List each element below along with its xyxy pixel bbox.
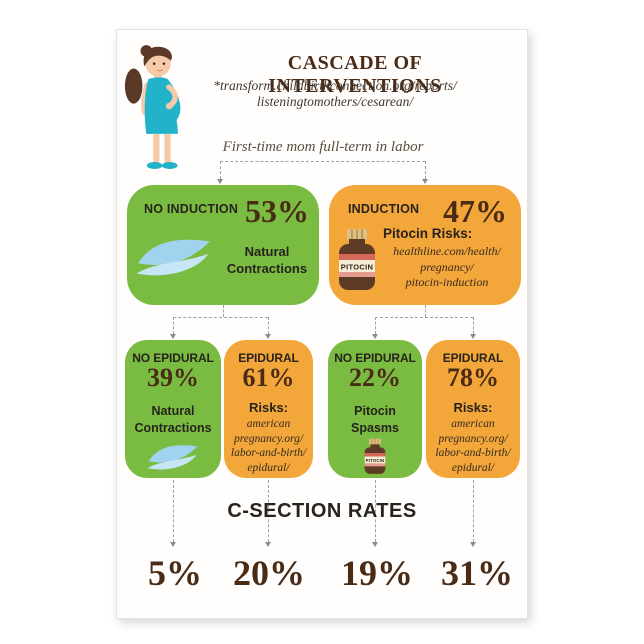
pitocin-bottle-icon: PITOCIN bbox=[364, 438, 386, 474]
source-url: *transform.childbirthconnection.org/repo… bbox=[179, 78, 491, 110]
arrowhead-icon bbox=[372, 542, 378, 547]
no-induction-box: NO INDUCTION 53% Natural Contractions bbox=[127, 185, 319, 305]
infographic-card: CASCADE OF INTERVENTIONS *transform.chil… bbox=[116, 29, 528, 619]
epidural-left-risks-title: Risks: bbox=[248, 400, 289, 415]
induction-label: INDUCTION bbox=[348, 202, 420, 216]
connector-rate3 bbox=[375, 480, 376, 542]
caption-line: Contractions bbox=[134, 421, 212, 435]
risk-link-line: american bbox=[451, 418, 495, 430]
epidural-left-value: 61% bbox=[242, 363, 295, 392]
arrowhead-icon bbox=[372, 334, 378, 339]
csection-rate-3: 19% bbox=[341, 553, 413, 593]
wave-icon bbox=[136, 239, 210, 276]
csection-rates-title: C-SECTION RATES bbox=[227, 500, 417, 522]
arrowhead-icon bbox=[422, 179, 428, 184]
csection-rate-2: 20% bbox=[233, 553, 305, 593]
risk-link-line: epidural/ bbox=[247, 461, 290, 474]
arrowhead-icon bbox=[470, 542, 476, 547]
pregnant-woman-illustration bbox=[124, 45, 181, 170]
connector-rate1 bbox=[173, 480, 174, 542]
induction-risk-links: healthline.com/health/ pregnancy/ pitoci… bbox=[379, 244, 515, 291]
induction-box: INDUCTION 47% PITOCIN Pitocin Risks: hea… bbox=[329, 185, 521, 305]
no-epidural-right-label: NO EPIDURAL bbox=[334, 351, 416, 365]
caption-line: Natural bbox=[151, 404, 195, 418]
connector-top-horizontal bbox=[220, 161, 425, 162]
connector-left-branch1 bbox=[173, 317, 174, 334]
bottle-label: PITOCIN bbox=[366, 458, 385, 463]
source-url-line2: listeningtomothers/cesarean/ bbox=[256, 94, 414, 109]
risk-link-line: labor-and-birth/ bbox=[435, 447, 511, 459]
connector-right-branch1 bbox=[375, 317, 376, 334]
csection-rate-1: 5% bbox=[148, 553, 202, 593]
source-url-line1: *transform.childbirthconnection.org/repo… bbox=[213, 78, 457, 93]
arrowhead-icon bbox=[170, 542, 176, 547]
caption-line: Contractions bbox=[226, 261, 308, 276]
epidural-right-risks-title: Risks: bbox=[453, 400, 493, 415]
risk-link-line: pregnancy/ bbox=[420, 259, 474, 274]
epidural-left-label: EPIDURAL bbox=[238, 351, 299, 365]
no-epidural-left-value: 39% bbox=[147, 363, 199, 392]
epidural-left-risk-links: american pregnancy.org/ labor-and-birth/… bbox=[224, 417, 313, 475]
no-epidural-left-caption: Natural Contractions bbox=[125, 403, 221, 437]
risk-link-line: american bbox=[246, 418, 291, 430]
connector-right-branch2 bbox=[473, 317, 474, 334]
caption-line: Pitocin bbox=[354, 404, 396, 418]
csection-rate-4: 31% bbox=[441, 553, 513, 593]
connector-right-horizontal bbox=[375, 317, 473, 318]
connector-left-horizontal bbox=[173, 317, 268, 318]
epidural-right-value: 78% bbox=[447, 363, 499, 392]
no-induction-label: NO INDUCTION bbox=[144, 202, 239, 216]
no-induction-caption: Natural Contractions bbox=[219, 243, 315, 277]
connector-rate4 bbox=[473, 480, 474, 542]
wave-icon bbox=[147, 445, 198, 470]
caption-line: Natural bbox=[244, 244, 290, 259]
pitocin-bottle-icon: PITOCIN bbox=[339, 229, 375, 290]
arrowhead-icon bbox=[470, 334, 476, 339]
epidural-left-box: EPIDURAL 61% Risks: american pregnancy.o… bbox=[224, 340, 313, 478]
arrowhead-icon bbox=[265, 542, 271, 547]
connector-right-stub bbox=[425, 305, 426, 317]
no-epidural-left-box: NO EPIDURAL 39% Natural Contractions bbox=[125, 340, 221, 478]
page-title: CASCADE OF INTERVENTIONS bbox=[268, 52, 442, 97]
arrowhead-icon bbox=[265, 334, 271, 339]
risk-link-line: pregnancy.org/ bbox=[438, 432, 508, 445]
no-epidural-right-box: NO EPIDURAL 22% Pitocin Spasms PITOCIN bbox=[328, 340, 422, 478]
arrowhead-icon bbox=[217, 179, 223, 184]
no-epidural-right-caption: Pitocin Spasms bbox=[328, 403, 422, 437]
intro-label: First-time mom full-term in labor bbox=[222, 139, 424, 155]
risk-link-line: epidural/ bbox=[451, 461, 495, 474]
epidural-right-box: EPIDURAL 78% Risks: american pregnancy.o… bbox=[426, 340, 520, 478]
risk-link-line: labor-and-birth/ bbox=[230, 447, 307, 459]
connector-left-branch2 bbox=[268, 317, 269, 334]
epidural-right-risk-links: american pregnancy.org/ labor-and-birth/… bbox=[426, 417, 520, 475]
risk-link-line: pregnancy.org/ bbox=[233, 432, 304, 445]
connector-top-right-vertical bbox=[425, 161, 426, 179]
connector-left-stub bbox=[223, 305, 224, 317]
no-induction-value: 53% bbox=[245, 193, 309, 229]
arrowhead-icon bbox=[170, 334, 176, 339]
induction-risks-title: Pitocin Risks: bbox=[383, 226, 473, 241]
no-epidural-right-value: 22% bbox=[349, 363, 401, 392]
risk-link-line: healthline.com/health/ bbox=[393, 244, 501, 258]
induction-value: 47% bbox=[443, 193, 507, 229]
caption-line: Spasms bbox=[351, 421, 399, 435]
bottle-label: PITOCIN bbox=[341, 263, 373, 272]
epidural-right-label: EPIDURAL bbox=[442, 351, 504, 365]
connector-top-left-vertical bbox=[220, 161, 221, 179]
connector-rate2 bbox=[268, 480, 269, 542]
no-epidural-left-label: NO EPIDURAL bbox=[132, 351, 214, 365]
risk-link-line: pitocin-induction bbox=[405, 275, 489, 289]
